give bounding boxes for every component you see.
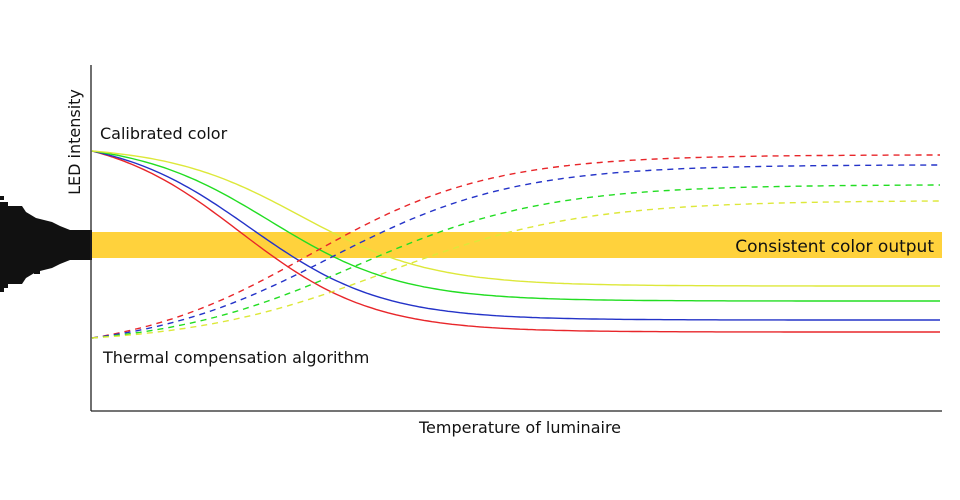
consistent-output-band (92, 232, 942, 258)
luminaire-icon (0, 196, 92, 292)
blue-compensation-curve (91, 164, 940, 339)
red-uncompensated-curve (91, 150, 940, 333)
y-axis-label: LED intensity (65, 89, 84, 195)
calibrated-color-label: Calibrated color (100, 124, 228, 143)
green-uncompensated-curve (91, 150, 940, 302)
blue-uncompensated-curve (91, 150, 940, 321)
red-compensation-curve (91, 154, 940, 339)
curves-group (91, 150, 940, 339)
yellow-uncompensated-curve (91, 150, 940, 287)
green-compensation-curve (91, 184, 940, 339)
thermal-compensation-label: Thermal compensation algorithm (102, 348, 369, 367)
x-axis-label: Temperature of luminaire (418, 418, 621, 437)
band-label: Consistent color output (735, 237, 934, 257)
